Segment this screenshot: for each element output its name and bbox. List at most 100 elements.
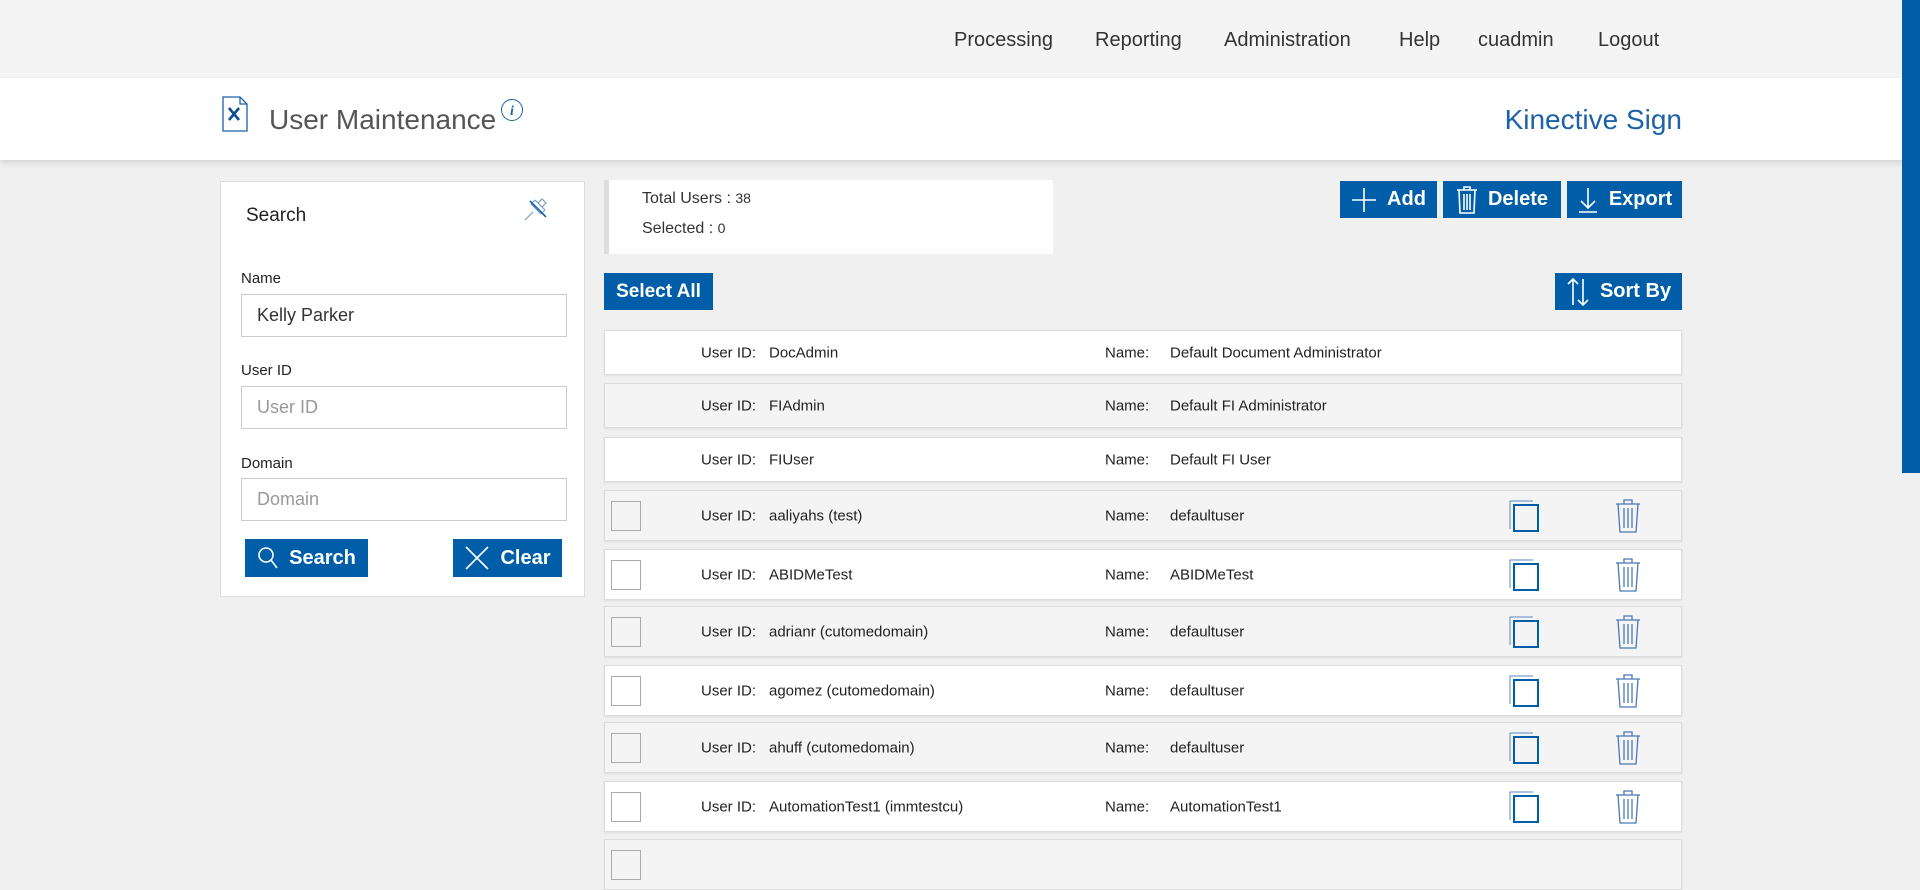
plus-icon — [1352, 187, 1377, 212]
nav-user-cuadmin[interactable]: cuadmin — [1478, 29, 1554, 51]
pin-icon[interactable] — [521, 194, 551, 224]
copy-icon[interactable] — [1508, 675, 1540, 707]
copy-icon[interactable] — [1508, 500, 1540, 532]
trash-icon — [1456, 185, 1477, 214]
trash-icon[interactable] — [1615, 673, 1641, 708]
user-name: Default Document Administrator — [1170, 344, 1382, 361]
search-button-label: Search — [289, 546, 356, 569]
user-name: ABIDMeTest — [1170, 566, 1254, 583]
delete-button-label: Delete — [1487, 188, 1549, 210]
delete-button[interactable]: Delete — [1443, 181, 1561, 218]
total-users-label: Total Users : — [642, 190, 731, 207]
copy-icon[interactable] — [1508, 791, 1540, 823]
selected-label: Selected : — [642, 220, 714, 237]
name-label: Name: — [1105, 682, 1150, 699]
user-id: AutomationTest1 (immtestcu) — [769, 798, 964, 815]
copy-icon[interactable] — [1508, 616, 1540, 648]
user-id: DocAdmin — [769, 344, 839, 361]
user-name: AutomationTest1 — [1170, 798, 1282, 815]
nav-help[interactable]: Help — [1399, 29, 1441, 51]
user-id: aaliyahs (test) — [769, 507, 863, 524]
userid-input[interactable] — [241, 386, 567, 429]
trash-icon[interactable] — [1615, 730, 1641, 765]
userid-label: User ID: — [701, 344, 757, 361]
sort-by-button[interactable]: Sort By — [1555, 273, 1682, 310]
download-icon — [1578, 187, 1597, 213]
add-button[interactable]: Add — [1340, 181, 1437, 218]
user-name: Default FI Administrator — [1170, 397, 1327, 414]
user-name: defaultuser — [1170, 507, 1245, 524]
copy-icon[interactable] — [1508, 559, 1540, 591]
close-icon — [465, 546, 490, 570]
table-row[interactable]: User ID: FIAdmin Name: Default FI Admini… — [604, 383, 1682, 428]
row-checkbox[interactable] — [611, 500, 641, 531]
table-row[interactable]: User ID: AutomationTest1 (immtestcu) Nam… — [604, 781, 1682, 832]
user-id: FIUser — [769, 451, 814, 468]
table-row[interactable]: User ID: ABIDMeTest Name: ABIDMeTest — [604, 549, 1682, 600]
page-header — [0, 78, 1920, 160]
user-id: ABIDMeTest — [769, 566, 853, 583]
row-checkbox[interactable] — [611, 616, 641, 647]
search-icon — [258, 547, 278, 569]
clear-button-label: Clear — [500, 546, 551, 569]
selected-count: Selected : 0 — [642, 220, 725, 238]
userid-label: User ID: — [701, 397, 757, 414]
info-icon[interactable]: i — [500, 98, 524, 122]
userid-label: User ID: — [701, 566, 757, 583]
domain-label: Domain — [241, 455, 293, 472]
brand-name: Kinective Sign — [1504, 104, 1682, 135]
row-checkbox[interactable] — [611, 675, 641, 706]
user-id: FIAdmin — [769, 397, 825, 414]
select-all-button[interactable]: Select All — [604, 273, 713, 310]
row-checkbox[interactable] — [611, 791, 641, 822]
scrollbar[interactable] — [1902, 0, 1920, 473]
name-label: Name: — [1105, 451, 1150, 468]
total-users-value: 38 — [735, 190, 751, 206]
table-row[interactable]: User ID: ahuff (cutomedomain) Name: defa… — [604, 722, 1682, 773]
trash-icon[interactable] — [1615, 498, 1641, 533]
user-name: defaultuser — [1170, 623, 1245, 640]
user-name: defaultuser — [1170, 682, 1245, 699]
table-row[interactable]: User ID: adrianr (cutomedomain) Name: de… — [604, 606, 1682, 657]
export-button-label: Export — [1608, 188, 1673, 210]
name-label: Name: — [1105, 739, 1150, 756]
sort-by-label: Sort By — [1599, 280, 1672, 302]
table-row[interactable]: User ID: aaliyahs (test) Name: defaultus… — [604, 490, 1682, 541]
copy-icon[interactable] — [1508, 732, 1540, 764]
userid-label: User ID: — [701, 682, 757, 699]
user-name: Default FI User — [1170, 451, 1271, 468]
userid-label: User ID: — [701, 798, 757, 815]
table-row[interactable]: User ID: DocAdmin Name: Default Document… — [604, 330, 1682, 375]
nav-administration[interactable]: Administration — [1224, 29, 1351, 51]
name-label: Name — [241, 270, 282, 287]
trash-icon[interactable] — [1615, 614, 1641, 649]
export-button[interactable]: Export — [1567, 181, 1682, 218]
userid-label: User ID: — [701, 739, 757, 756]
nav-reporting[interactable]: Reporting — [1095, 29, 1182, 51]
table-row[interactable]: User ID: agomez (cutomedomain) Name: def… — [604, 665, 1682, 716]
name-label: Name: — [1105, 507, 1150, 524]
name-label: Name: — [1105, 344, 1150, 361]
name-label: Name: — [1105, 623, 1150, 640]
name-label: Name: — [1105, 397, 1150, 414]
document-wrench-icon — [222, 96, 248, 132]
nav-logout[interactable]: Logout — [1598, 29, 1660, 51]
nav-processing[interactable]: Processing — [954, 29, 1053, 51]
user-id: adrianr (cutomedomain) — [769, 623, 929, 640]
trash-icon[interactable] — [1615, 557, 1641, 592]
domain-input[interactable] — [241, 478, 567, 521]
user-id: agomez (cutomedomain) — [769, 682, 935, 699]
table-row[interactable]: User ID: FIUser Name: Default FI User — [604, 437, 1682, 482]
name-label: Name: — [1105, 566, 1150, 583]
row-checkbox[interactable] — [611, 732, 641, 763]
search-button[interactable]: Search — [245, 539, 368, 577]
name-label: Name: — [1105, 798, 1150, 815]
clear-button[interactable]: Clear — [453, 539, 562, 577]
userid-label: User ID — [241, 362, 292, 379]
trash-icon[interactable] — [1615, 789, 1641, 824]
total-users: Total Users : 38 — [642, 190, 751, 208]
row-checkbox[interactable] — [611, 849, 641, 880]
row-checkbox[interactable] — [611, 559, 641, 590]
page-title: User Maintenance — [269, 104, 497, 135]
name-input[interactable] — [241, 294, 567, 337]
